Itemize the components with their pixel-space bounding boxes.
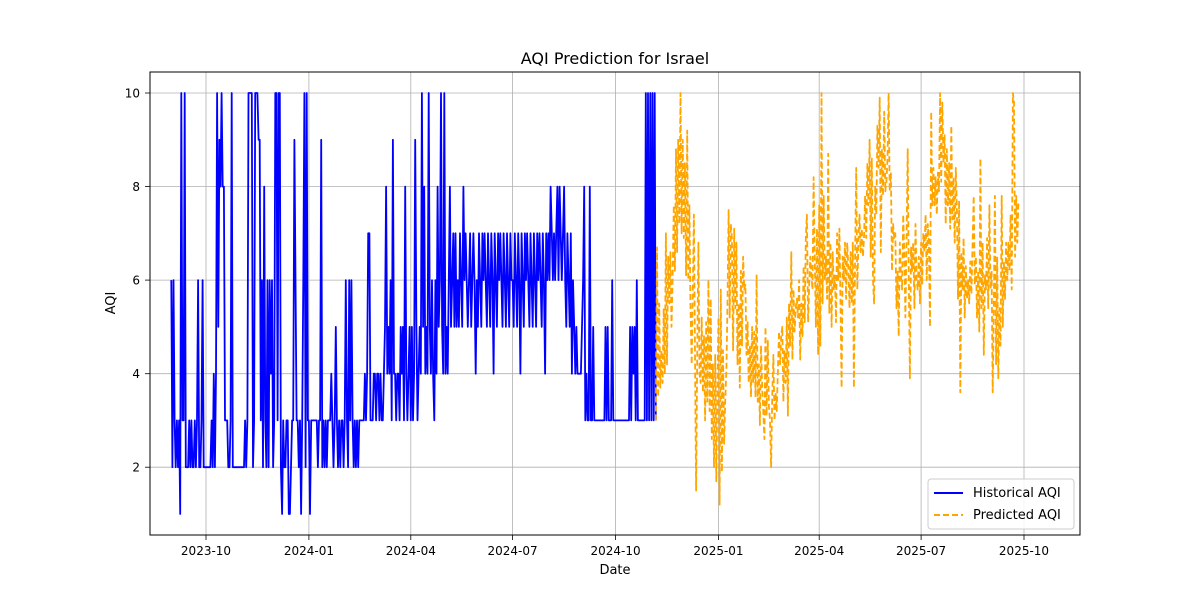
- series-layer: [170, 92, 1020, 515]
- x-tick-label: 2024-10: [591, 544, 641, 558]
- chart-title: AQI Prediction for Israel: [521, 49, 709, 68]
- y-tick-label: 2: [132, 461, 140, 475]
- grid-lines: [150, 72, 1080, 535]
- x-tick-label: 2024-01: [284, 544, 334, 558]
- x-axis: 2023-10 2024-01 2024-04 2024-07 2024-10 2025-…: [181, 535, 1049, 558]
- x-tick-label: 2025-07: [896, 544, 946, 558]
- x-tick-label: 2025-04: [794, 544, 844, 558]
- legend-label-predicted: Predicted AQI: [973, 508, 1061, 523]
- x-axis-label: Date: [599, 563, 630, 578]
- x-tick-label: 2024-07: [488, 544, 538, 558]
- y-axis: 2 4 6 8 10: [125, 87, 150, 475]
- plot-frame: [149, 71, 1081, 536]
- x-tick-label: 2024-04: [386, 544, 436, 558]
- y-tick-label: 10: [125, 87, 140, 101]
- x-tick-label: 2025-01: [693, 544, 743, 558]
- legend: Historical AQI Predicted AQI: [927, 478, 1075, 530]
- legend-label-historical: Historical AQI: [973, 486, 1061, 501]
- y-axis-label: AQI: [104, 292, 119, 315]
- historical-aqi-line: [170, 92, 657, 515]
- x-tick-label: 2025-10: [999, 544, 1049, 558]
- predicted-aqi-line: [654, 92, 1020, 506]
- y-tick-label: 4: [132, 367, 140, 381]
- y-tick-label: 6: [132, 274, 140, 288]
- legend-box: [927, 478, 1075, 530]
- y-tick-label: 8: [132, 180, 140, 194]
- x-tick-label: 2023-10: [181, 544, 231, 558]
